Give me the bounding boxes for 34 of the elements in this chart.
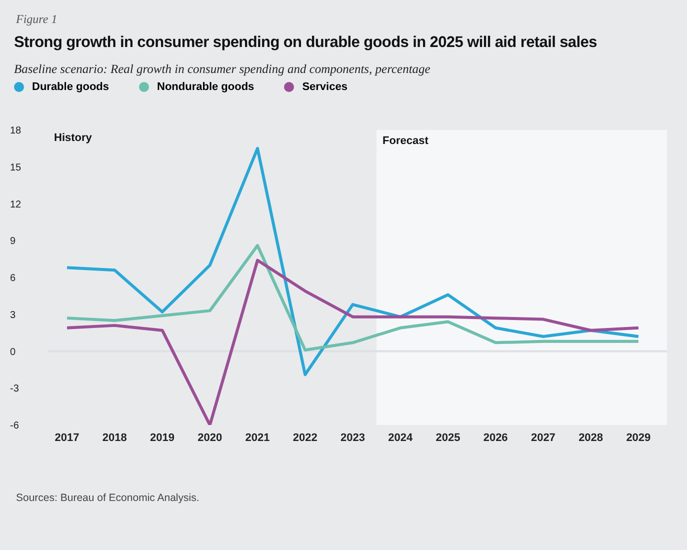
source-note: Sources: Bureau of Economic Analysis.: [16, 492, 200, 504]
x-tick-label: 2022: [292, 432, 318, 444]
caption: Figure 1: [16, 12, 58, 27]
x-tick-label: 2027: [530, 432, 556, 444]
line-series: [66, 244, 640, 352]
legend-label: Durable goods: [32, 81, 110, 93]
chart-subtitle: Baseline scenario: Real growth in consumer spending and components, percentage: [14, 62, 432, 77]
x-tick-label: 2028: [578, 432, 604, 444]
legend-label: Nondurable goods: [157, 81, 254, 93]
x-tick-label: 2017: [54, 432, 80, 444]
x-tick-label: 2029: [626, 432, 651, 444]
x-tick-label: 2020: [198, 432, 222, 444]
y-tick-label: 3: [10, 310, 16, 321]
legend-label: Services: [302, 81, 348, 93]
x-tick-label: 2024: [388, 432, 414, 444]
y-tick-label: 18: [10, 126, 22, 137]
x-tick-label: 2018: [102, 432, 127, 444]
y-tick-label: 9: [10, 236, 16, 248]
annotation: History: [54, 132, 92, 144]
y-tick-label: 12: [10, 199, 22, 210]
line-series: [66, 146, 640, 376]
y-tick-label: -3: [10, 384, 20, 395]
y-tick-label: -6: [10, 420, 20, 432]
y-tick-label: 6: [10, 273, 16, 284]
x-tick-label: 2023: [340, 432, 365, 444]
x-tick-label: 2025: [436, 432, 460, 444]
x-tick-label: 2026: [483, 432, 508, 444]
chart-title: Strong growth in consumer spending on durable goods in 2025 will aid retail sales: [14, 34, 597, 52]
band-label: Forecast: [382, 134, 429, 147]
y-tick-label: 15: [10, 162, 22, 174]
line-series: [66, 258, 640, 425]
y-tick-label: 0: [10, 346, 16, 358]
x-tick-label: 2021: [245, 432, 270, 444]
x-tick-label: 2019: [150, 432, 175, 444]
